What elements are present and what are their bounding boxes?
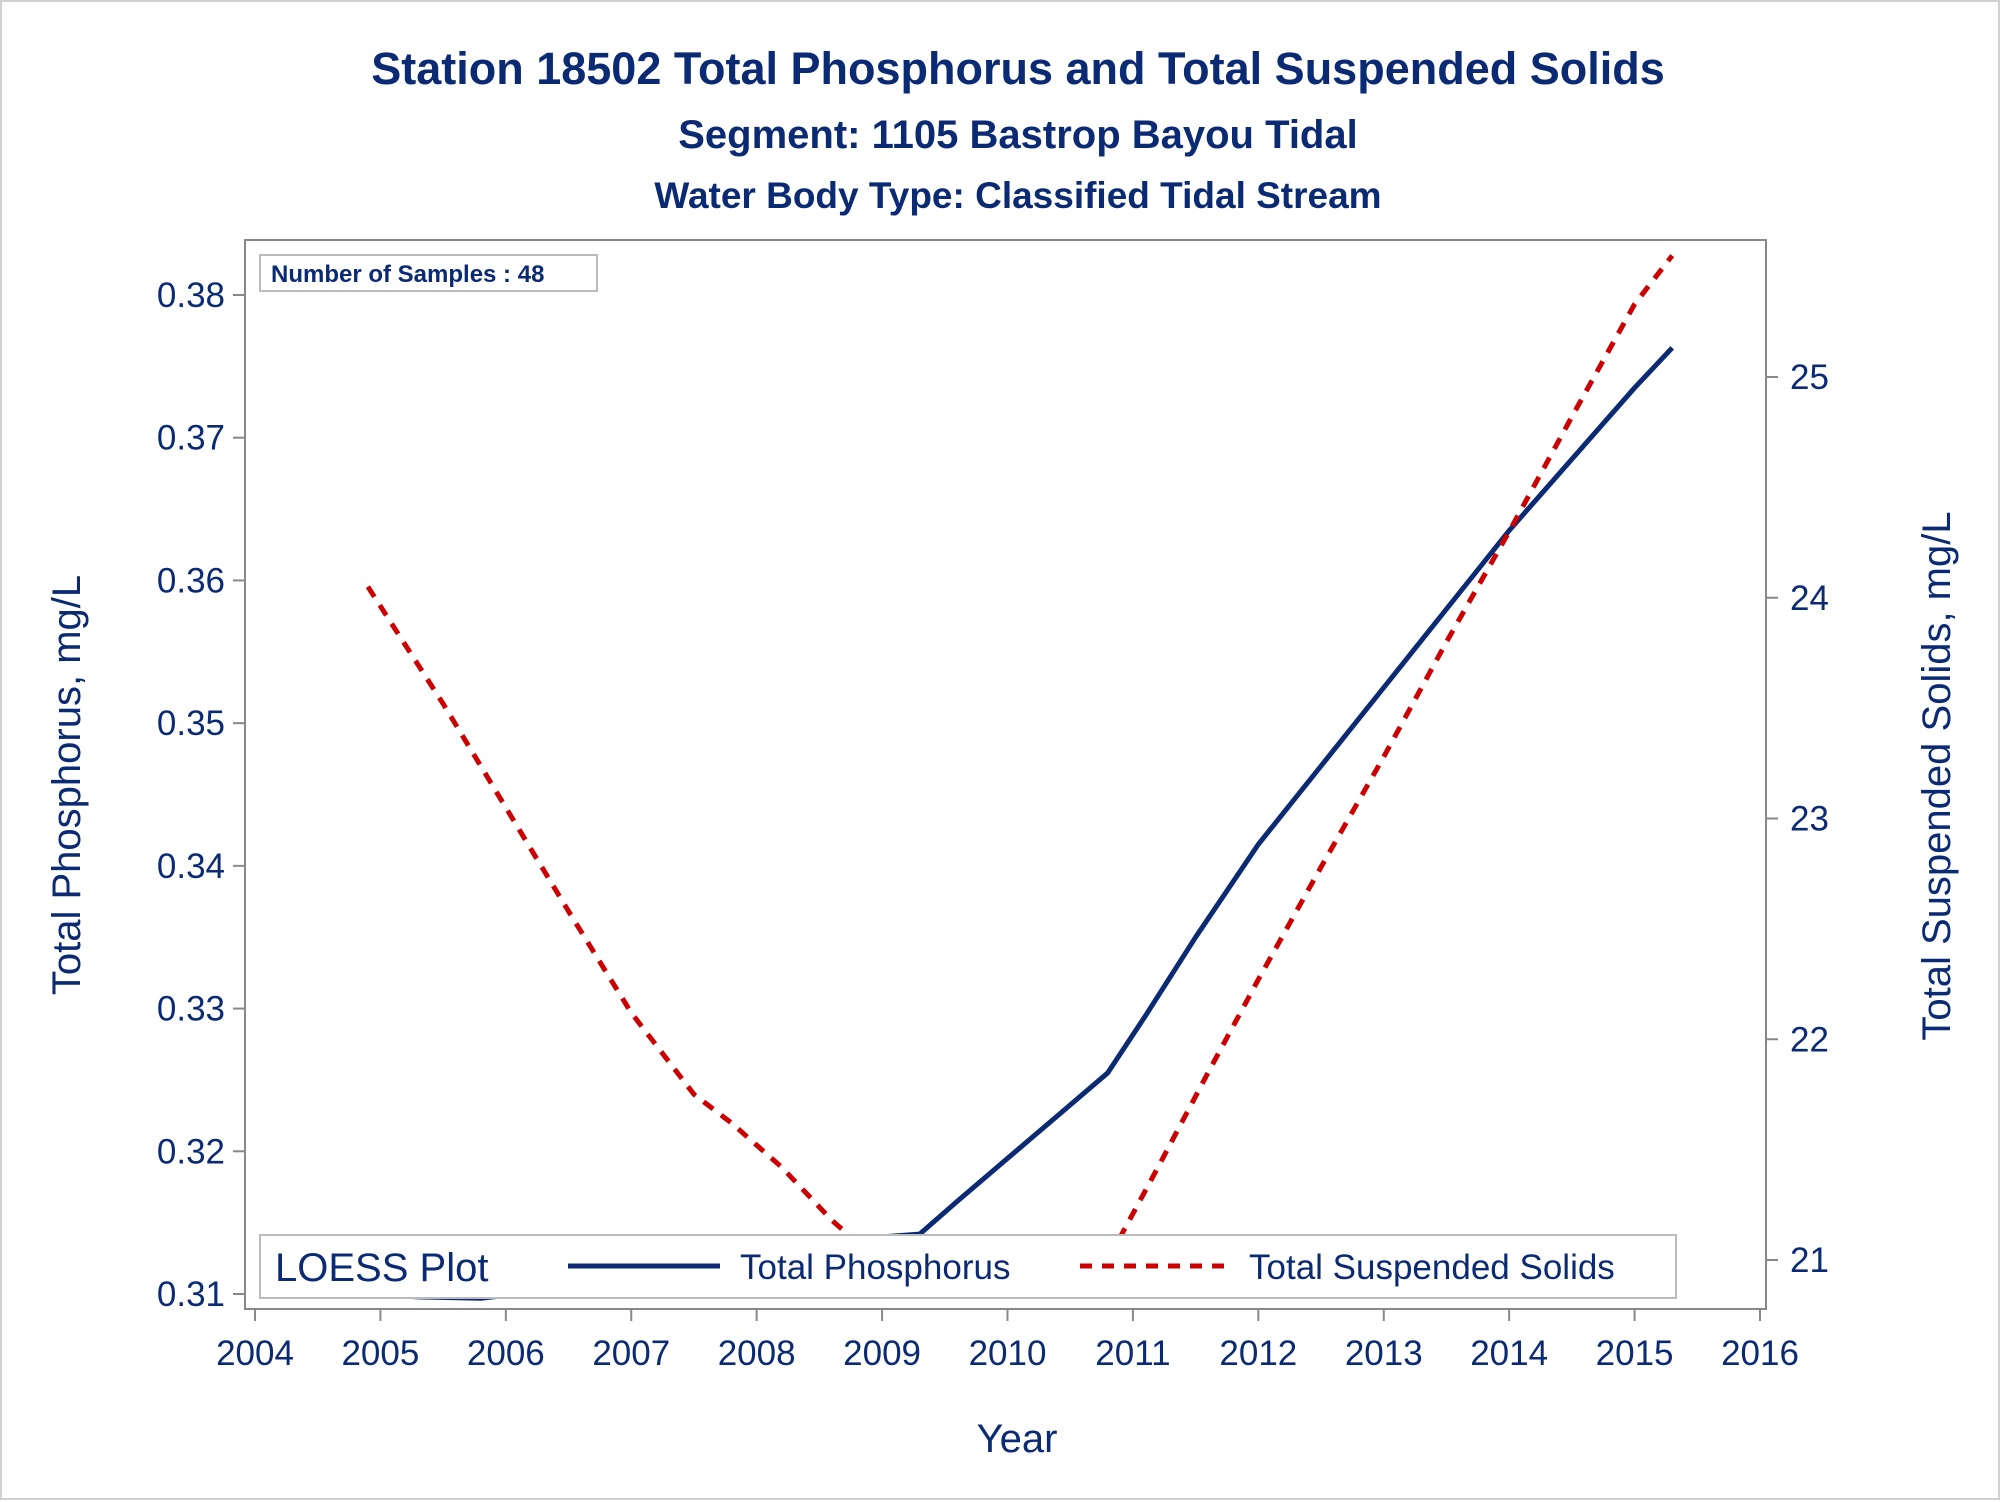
legend-label-total-suspended-solids: Total Suspended Solids (1249, 1248, 1615, 1287)
plot-area (244, 239, 1767, 1310)
legend-label-total-phosphorus: Total Phosphorus (740, 1248, 1010, 1287)
chart-title: Station 18502 Total Phosphorus and Total… (371, 43, 1665, 94)
y-tick-label: 0.37 (157, 419, 225, 458)
sample-count-text: Number of Samples : 48 (271, 261, 544, 288)
chart-subtitle-2: Water Body Type: Classified Tidal Stream (654, 175, 1381, 216)
x-tick-label: 2007 (592, 1334, 670, 1373)
y2-tick-label: 25 (1790, 358, 1829, 397)
y2-tick-label: 22 (1790, 1020, 1829, 1059)
y2-tick-label: 23 (1790, 800, 1829, 839)
x-tick-label: 2008 (718, 1334, 796, 1373)
y-tick-label: 0.38 (157, 276, 225, 315)
y-axis-right: 21 22 23 24 25 (1766, 358, 1829, 1280)
y2-tick-label: 21 (1790, 1241, 1829, 1280)
chart-subtitle: Segment: 1105 Bastrop Bayou Tidal (678, 113, 1357, 157)
y2-axis-title: Total Suspended Solids, mg/L (1915, 511, 1959, 1040)
x-axis-title: Year (977, 1417, 1058, 1461)
y-axis-left: 0.31 0.32 0.33 0.34 0.35 0.36 0.37 0.38 (157, 276, 245, 1314)
x-tick-label: 2015 (1596, 1334, 1674, 1373)
y-axis-title: Total Phosphorus, mg/L (45, 575, 89, 995)
x-axis: 2004 2005 2006 2007 2008 2009 2010 2011 2012 2013… (216, 1309, 1799, 1373)
y2-tick-label: 24 (1790, 579, 1829, 618)
y-tick-label: 0.34 (157, 847, 225, 886)
x-tick-label: 2005 (341, 1334, 419, 1373)
y-tick-label: 0.35 (157, 704, 225, 743)
legend-title: LOESS Plot (275, 1246, 488, 1290)
x-tick-label: 2004 (216, 1334, 294, 1373)
sample-count-inset: Number of Samples : 48 (259, 254, 598, 292)
x-tick-label: 2010 (969, 1334, 1047, 1373)
x-tick-label: 2011 (1095, 1334, 1170, 1373)
x-tick-label: 2014 (1470, 1334, 1548, 1373)
x-tick-label: 2009 (843, 1334, 921, 1373)
y-tick-label: 0.36 (157, 561, 225, 600)
legend: LOESS Plot Total Phosphorus Total Suspen… (259, 1234, 1677, 1299)
x-tick-label: 2006 (467, 1334, 545, 1373)
x-tick-label: 2013 (1345, 1334, 1423, 1373)
y-tick-label: 0.32 (157, 1132, 225, 1171)
y-tick-label: 0.31 (157, 1275, 225, 1314)
x-tick-label: 2012 (1219, 1334, 1297, 1373)
y-tick-label: 0.33 (157, 990, 225, 1029)
x-tick-label: 2016 (1721, 1334, 1799, 1373)
